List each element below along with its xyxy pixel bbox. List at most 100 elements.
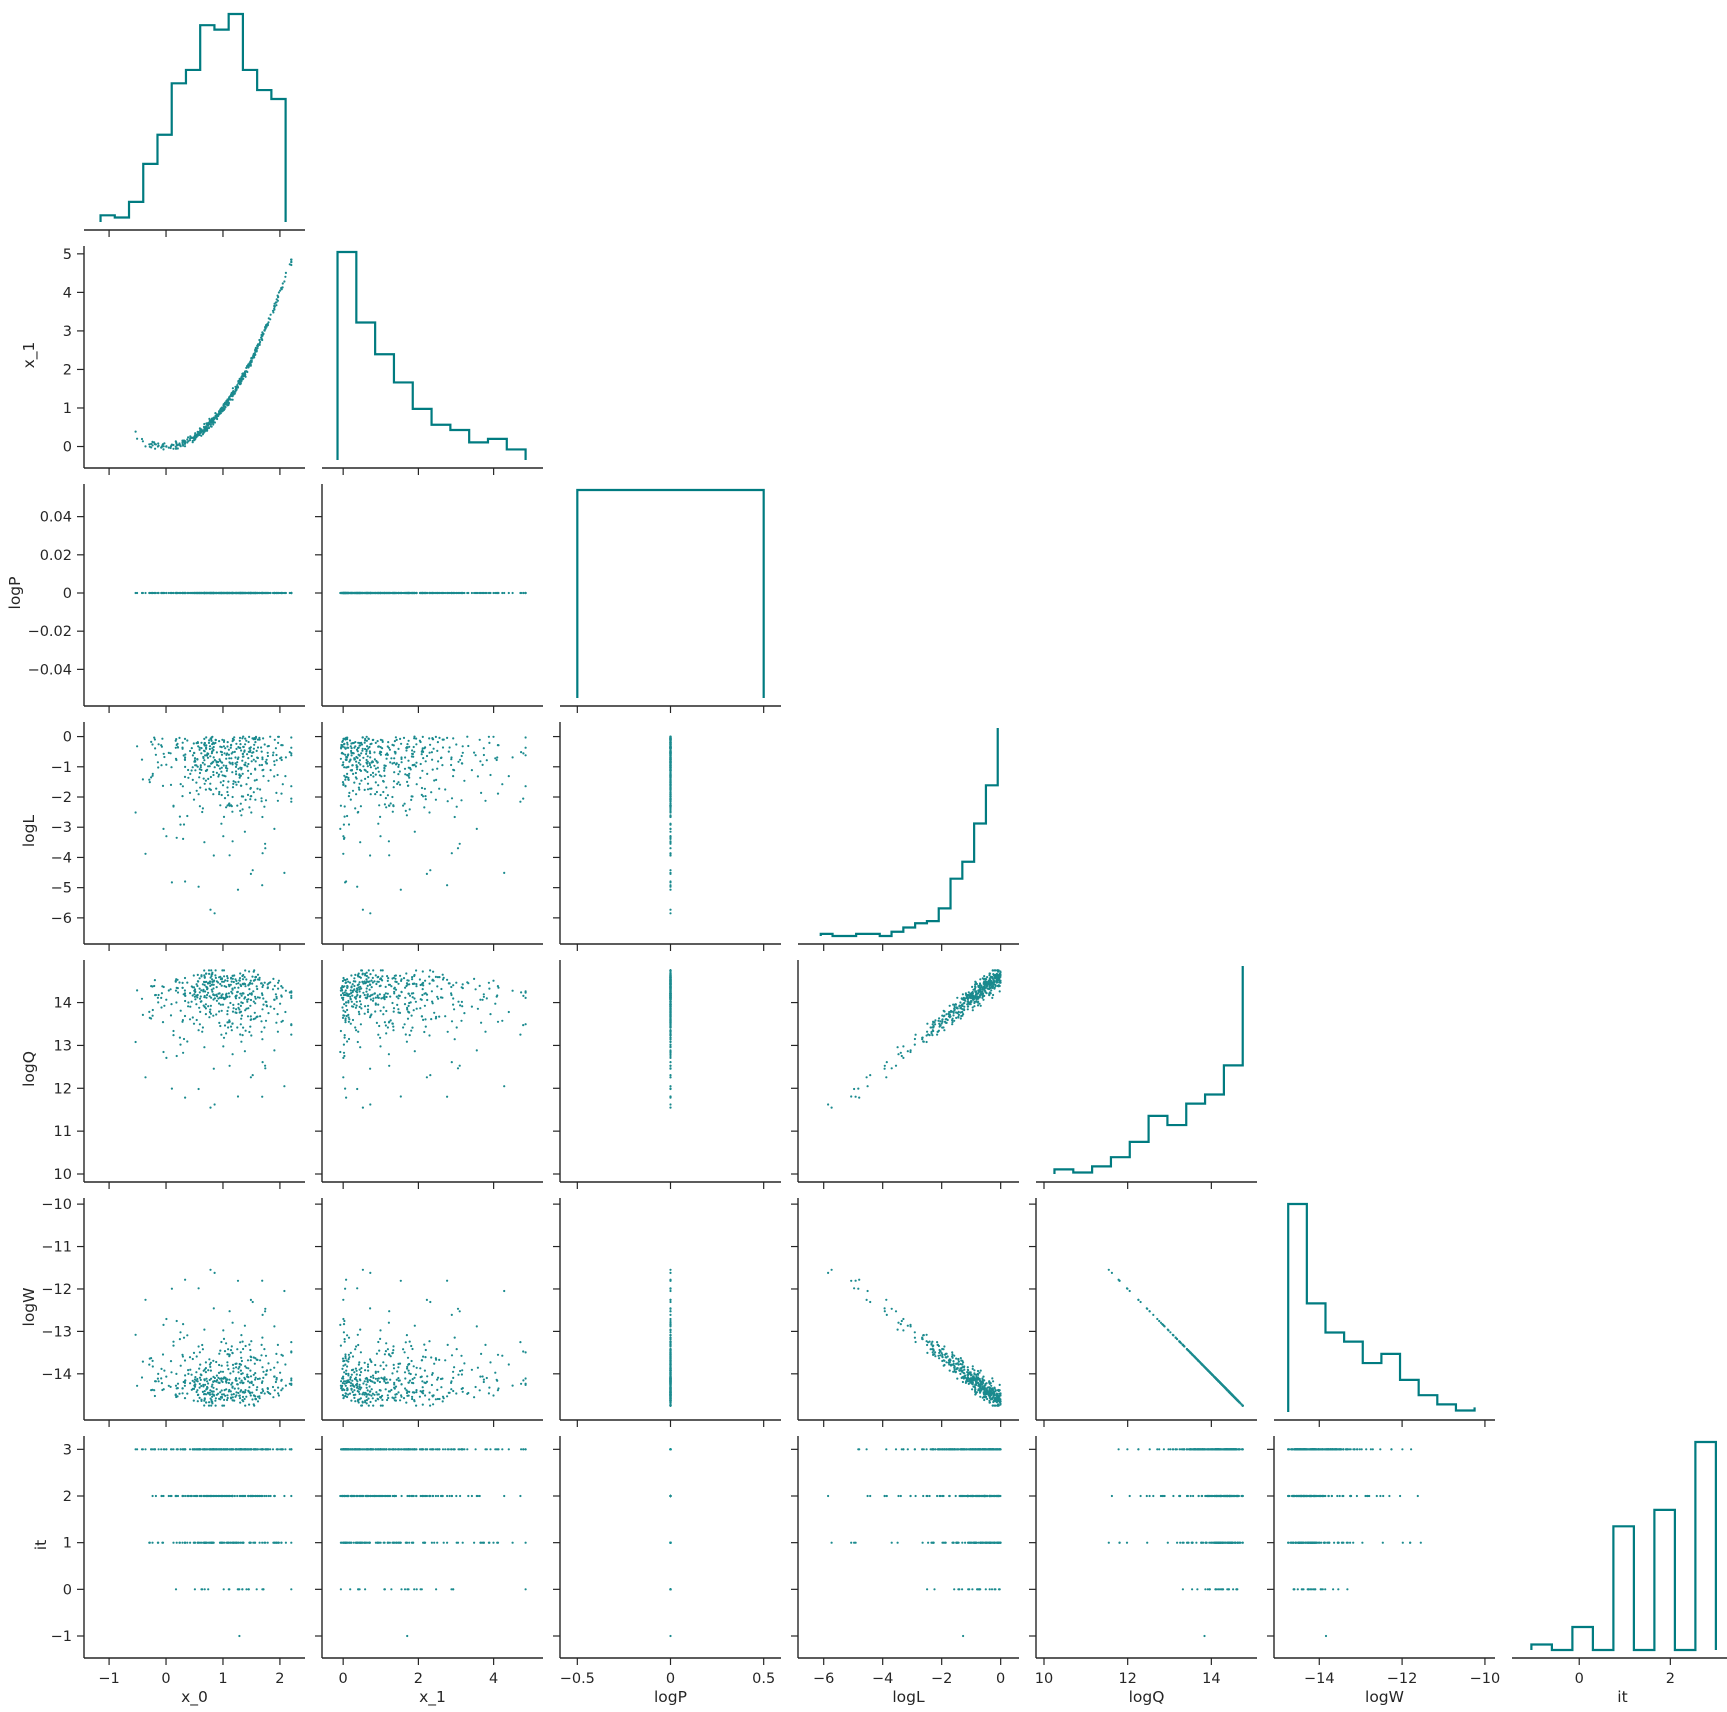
point [398, 591, 401, 595]
point [150, 1389, 153, 1392]
point [247, 740, 250, 744]
point [207, 752, 210, 756]
point [272, 1396, 275, 1399]
point [234, 994, 238, 998]
point [260, 1343, 263, 1346]
point [170, 1003, 173, 1006]
point [237, 746, 240, 749]
point [217, 775, 220, 778]
point [288, 751, 291, 754]
point [669, 780, 672, 783]
point [208, 420, 212, 424]
point [425, 1076, 428, 1079]
point [352, 741, 355, 745]
point [181, 746, 184, 749]
point [255, 985, 258, 988]
point [341, 979, 344, 983]
point [272, 977, 275, 981]
point [273, 738, 276, 741]
point [252, 990, 255, 993]
point [421, 988, 424, 991]
point [206, 768, 209, 771]
point [269, 1005, 272, 1008]
point [266, 986, 269, 989]
point [420, 786, 424, 790]
point [203, 750, 206, 753]
point [669, 756, 672, 759]
point [407, 1010, 410, 1013]
point [411, 996, 414, 999]
point [279, 1002, 282, 1005]
point [423, 787, 426, 790]
point [197, 1287, 200, 1290]
histogram-x_1 [336, 250, 527, 460]
point [450, 763, 453, 767]
point [144, 1298, 147, 1301]
point [195, 1018, 198, 1022]
point [388, 1064, 391, 1067]
point [202, 755, 205, 759]
point [239, 784, 243, 787]
point [212, 756, 215, 759]
point [233, 591, 236, 595]
point [669, 970, 672, 973]
point [172, 804, 175, 807]
point [369, 756, 372, 759]
point [273, 760, 276, 763]
y-tick-label: 1 [63, 401, 72, 417]
point [376, 766, 379, 769]
point [277, 1392, 280, 1395]
point [162, 752, 165, 755]
point [975, 982, 979, 986]
point [226, 979, 229, 983]
point [197, 793, 200, 796]
point [415, 983, 418, 986]
point [175, 1054, 178, 1058]
point [446, 884, 449, 887]
point [436, 995, 439, 998]
point [991, 969, 994, 972]
point [355, 793, 358, 796]
point [343, 742, 346, 746]
point [346, 741, 349, 744]
point [436, 767, 439, 770]
point [377, 784, 380, 787]
point [400, 978, 403, 981]
point [385, 1032, 388, 1035]
point [239, 1369, 242, 1372]
point [263, 1392, 266, 1395]
point [234, 1011, 237, 1014]
point [382, 1006, 385, 1009]
point [402, 736, 406, 740]
point [207, 765, 210, 768]
point [967, 991, 970, 994]
point [669, 1095, 672, 1098]
point [971, 1006, 974, 1009]
point [228, 804, 231, 807]
point [497, 591, 500, 595]
point [394, 977, 397, 980]
point [405, 984, 408, 988]
point [511, 756, 514, 759]
panel-logQ-vs-x_1 [315, 960, 543, 1189]
point [866, 1085, 869, 1088]
point [134, 1040, 137, 1044]
point [478, 738, 481, 741]
point [983, 982, 987, 985]
panel-logP-vs-logP [560, 488, 781, 713]
y-tick-label: −4 [51, 850, 72, 866]
point [239, 1381, 242, 1384]
point [369, 983, 372, 986]
point [977, 984, 980, 988]
point [348, 591, 352, 595]
point [232, 1007, 235, 1010]
point [265, 1373, 268, 1376]
point [410, 798, 413, 802]
point [264, 847, 267, 850]
point [253, 356, 256, 359]
point [461, 1005, 464, 1008]
point [906, 1050, 909, 1053]
point [341, 739, 344, 742]
point [192, 974, 195, 977]
point [165, 1375, 168, 1378]
